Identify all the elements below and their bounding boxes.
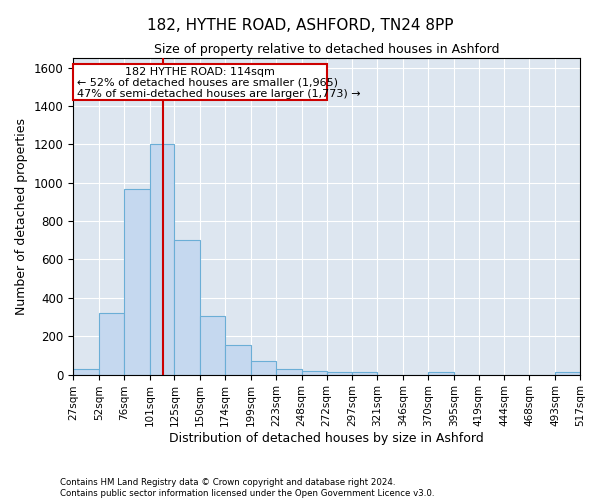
Bar [251,361,276,374]
Y-axis label: Number of detached properties: Number of detached properties [15,118,28,315]
Bar [73,369,99,374]
Text: 47% of semi-detached houses are larger (1,773) →: 47% of semi-detached houses are larger (… [77,88,361,99]
Text: 182, HYTHE ROAD, ASHFORD, TN24 8PP: 182, HYTHE ROAD, ASHFORD, TN24 8PP [147,18,453,32]
Text: 182 HYTHE ROAD: 114sqm: 182 HYTHE ROAD: 114sqm [125,67,275,77]
FancyBboxPatch shape [73,64,326,100]
Bar [326,372,352,374]
Bar [149,144,175,374]
Bar [276,369,302,374]
Bar [225,345,251,374]
Title: Size of property relative to detached houses in Ashford: Size of property relative to detached ho… [154,42,499,56]
Bar [175,240,200,374]
Bar [200,316,225,374]
Bar [352,372,377,374]
X-axis label: Distribution of detached houses by size in Ashford: Distribution of detached houses by size … [169,432,484,445]
Bar [99,313,124,374]
Bar [302,371,326,374]
Bar [428,372,454,374]
Text: Contains HM Land Registry data © Crown copyright and database right 2024.
Contai: Contains HM Land Registry data © Crown c… [60,478,434,498]
Bar [555,372,580,374]
Bar [124,188,149,374]
Text: ← 52% of detached houses are smaller (1,965): ← 52% of detached houses are smaller (1,… [77,77,338,87]
